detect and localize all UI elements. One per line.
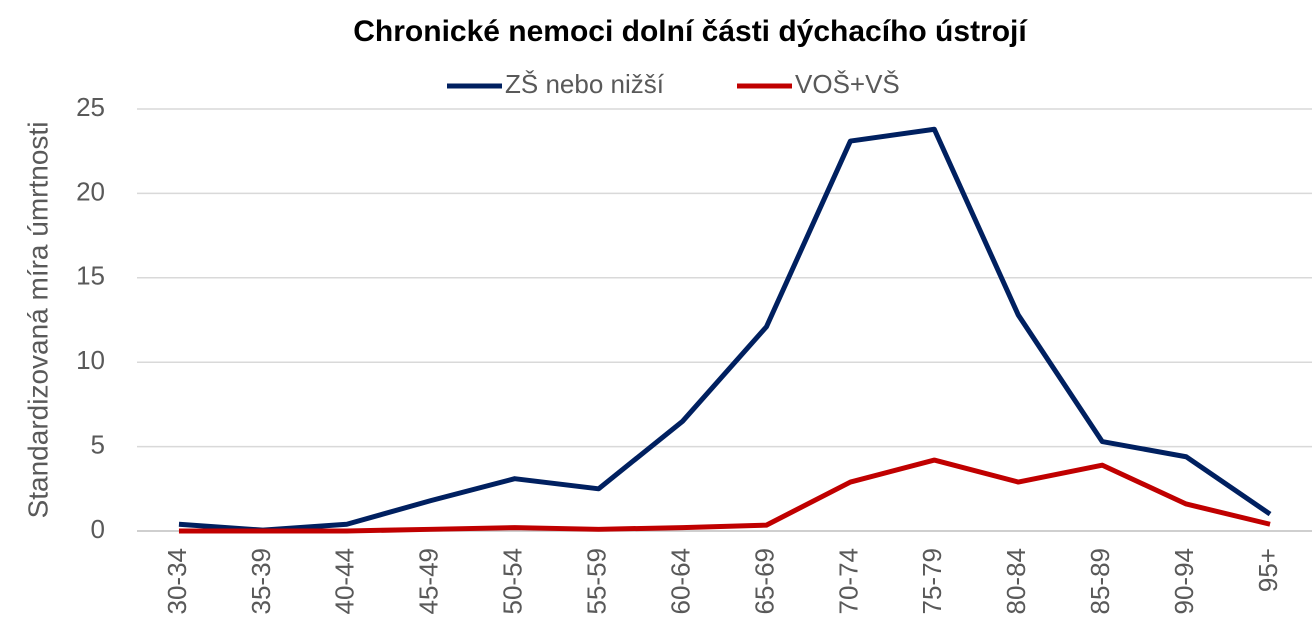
series-line	[178, 457, 1271, 534]
x-tick-label: 55-59	[581, 548, 611, 615]
x-tick-label: 35-39	[246, 548, 276, 615]
x-tick-label: 70-74	[833, 548, 863, 615]
y-tick-label: 15	[76, 261, 105, 291]
x-tick-label: 80-84	[1001, 548, 1031, 615]
y-tick-label: 5	[91, 429, 105, 459]
x-tick-label: 65-69	[749, 548, 779, 615]
x-tick-label: 60-64	[665, 548, 695, 615]
legend-label: VOŠ+VŠ	[795, 69, 900, 99]
y-tick-label: 0	[91, 514, 105, 544]
x-tick-label: 50-54	[498, 548, 528, 615]
y-axis-label: Standardizovaná míra úmrtnosti	[22, 122, 53, 519]
y-tick-label: 20	[76, 176, 105, 206]
x-tick-label: 30-34	[162, 548, 192, 615]
x-tick-label: 95+	[1253, 548, 1283, 592]
series-line	[178, 126, 1272, 533]
x-tick-label: 45-49	[414, 548, 444, 615]
y-tick-label: 10	[76, 345, 105, 375]
x-tick-label: 90-94	[1169, 548, 1199, 615]
y-tick-label: 25	[76, 92, 105, 122]
x-tick-label: 40-44	[330, 548, 360, 615]
chart-title: Chronické nemoci dolní části dýchacího ú…	[353, 15, 1028, 48]
x-tick-label: 85-89	[1085, 548, 1115, 615]
x-tick-label: 75-79	[917, 548, 947, 615]
legend-label: ZŠ nebo nižší	[505, 69, 665, 99]
